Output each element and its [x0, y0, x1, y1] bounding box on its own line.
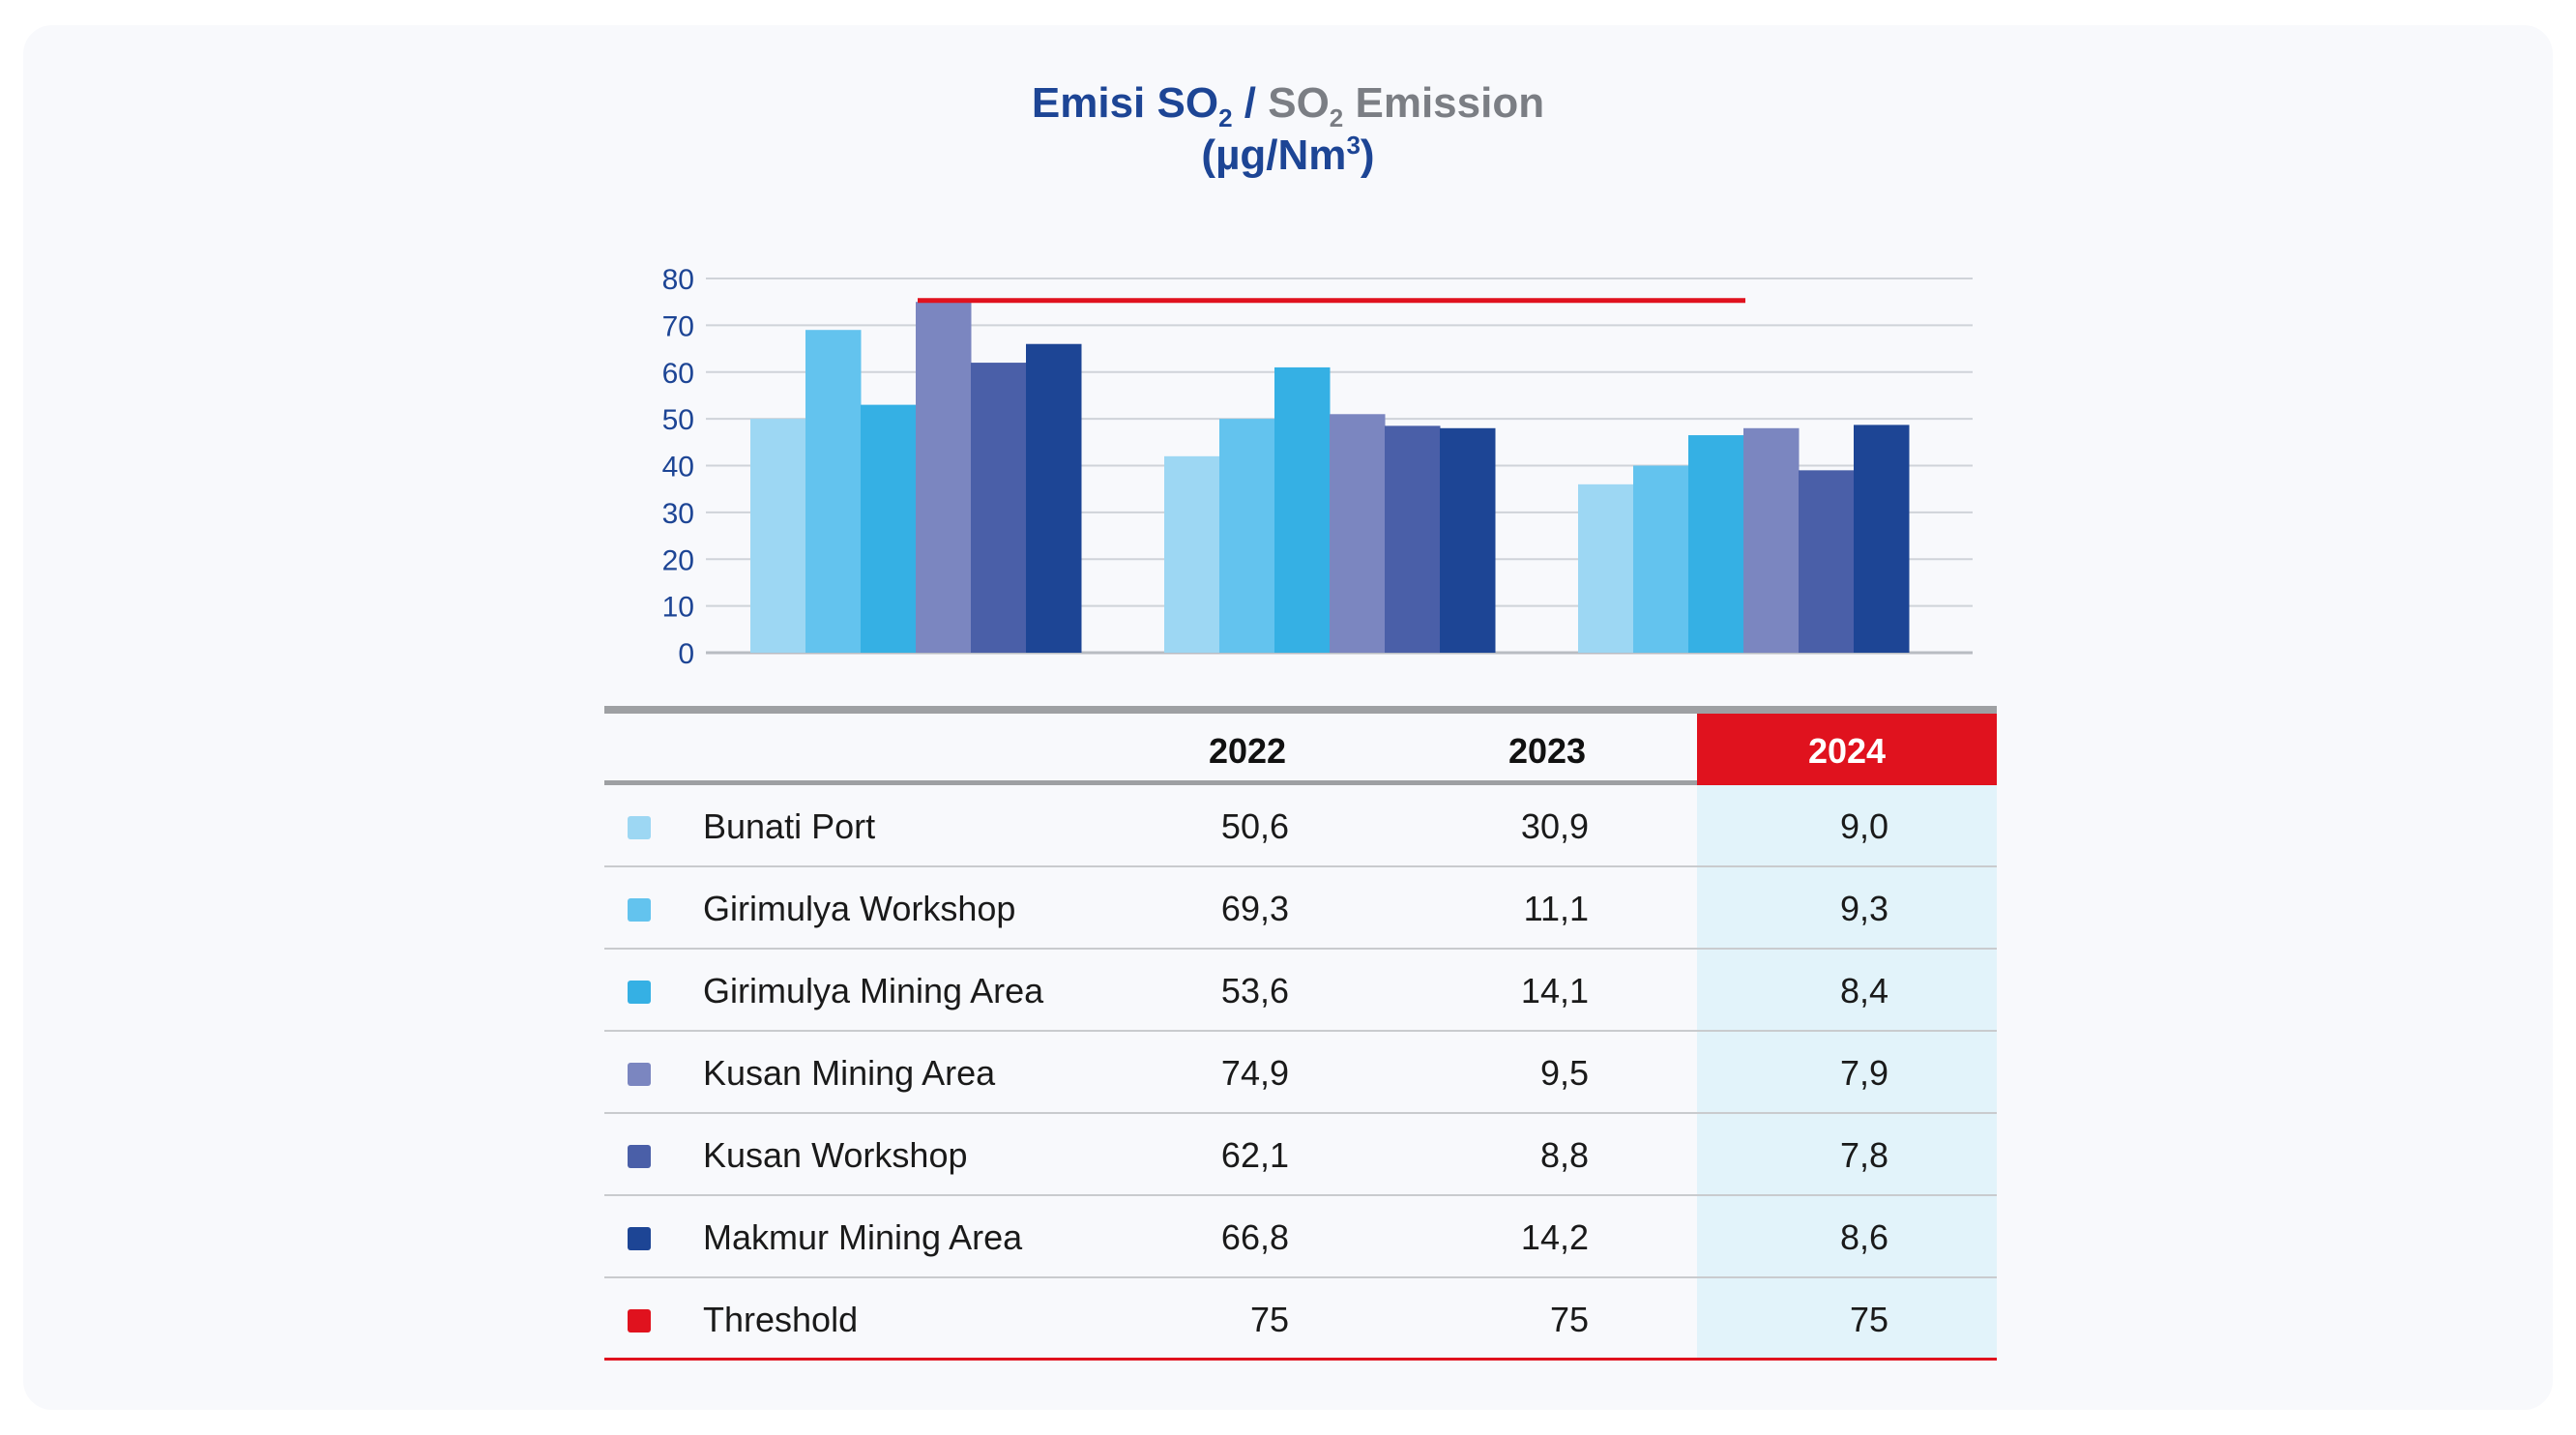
row-label: Kusan Mining Area [703, 1053, 996, 1093]
bar [1164, 455, 1220, 653]
cell-value-2024: 8,4 [1839, 971, 1888, 1010]
bar [1633, 465, 1689, 653]
table-row: Kusan Mining Area 74,9 9,5 7,9 [604, 1032, 1997, 1114]
table-row: Girimulya Mining Area 53,6 14,1 8,4 [604, 950, 1997, 1032]
cell-value-2023: 9,5 [1539, 1053, 1589, 1093]
cell-value-2022: 50,6 [1220, 806, 1289, 846]
cell-value-2024: 7,9 [1839, 1053, 1888, 1093]
row-label: Threshold [703, 1300, 859, 1339]
bar [1854, 425, 1910, 653]
y-tick-label: 80 [662, 264, 694, 296]
table-row: Makmur Mining Area 66,8 14,2 8,6 [604, 1196, 1997, 1278]
cell-value-2023: 11,1 [1523, 889, 1589, 928]
cell-value-2024: 75 [1849, 1300, 1888, 1339]
row-label: Makmur Mining Area [703, 1217, 1023, 1257]
title-en-subscript: 2 [1329, 103, 1344, 132]
cell-value-2022: 74,9 [1220, 1053, 1289, 1093]
chart-card [23, 25, 2553, 1410]
bar [1385, 425, 1441, 653]
bar [1799, 470, 1855, 653]
bar [1578, 483, 1634, 653]
row-label: Bunati Port [703, 806, 876, 846]
legend-swatch [628, 816, 651, 839]
legend-swatch [628, 898, 651, 922]
chart-unit: (µg/Nm3) [0, 130, 2576, 182]
cell-value-2024: 9,0 [1839, 806, 1888, 846]
row-label: Girimulya Mining Area [703, 971, 1044, 1010]
bar [861, 404, 917, 653]
title-en-prefix: SO [1268, 79, 1330, 127]
cell-value-2023: 75 [1549, 1300, 1589, 1339]
data-table: 2022 2023 2024 Bunati Port 50,6 30,9 9,0 Gir… [604, 706, 1997, 1361]
y-tick-label: 70 [662, 310, 694, 342]
cell-value-2024: 9,3 [1839, 889, 1888, 928]
bar [1743, 427, 1800, 653]
header-2022: 2022 [1208, 731, 1287, 771]
y-tick-label: 60 [662, 358, 694, 390]
cell-value-2022: 53,6 [1220, 971, 1289, 1010]
legend-swatch [628, 1309, 651, 1332]
legend-swatch [628, 1227, 651, 1250]
bar [1274, 366, 1331, 653]
table-row: Girimulya Workshop 69,3 11,1 9,3 [604, 867, 1997, 950]
table-header: 2022 2023 2024 [604, 706, 1997, 785]
title-id-subscript: 2 [1218, 103, 1233, 132]
cell-value-2022: 75 [1249, 1300, 1289, 1339]
cell-value-2023: 14,2 [1520, 1217, 1589, 1257]
table-row: Bunati Port 50,6 30,9 9,0 [604, 785, 1997, 867]
bar [916, 302, 972, 653]
cell-value-2022: 62,1 [1220, 1135, 1289, 1175]
legend-swatch [628, 1063, 651, 1086]
cell-value-2022: 69,3 [1220, 889, 1289, 928]
highlight-column-2024 [1697, 785, 1997, 1361]
cell-value-2024: 7,8 [1839, 1135, 1888, 1175]
bar [750, 419, 806, 653]
y-tick-label: 0 [678, 638, 694, 670]
bar [1440, 427, 1496, 653]
bar [1219, 419, 1275, 653]
title-id-prefix: Emisi SO [1031, 79, 1219, 127]
table-row: Threshold 75 75 75 [604, 1278, 1997, 1361]
cell-value-2023: 14,1 [1520, 971, 1589, 1010]
row-label: Kusan Workshop [703, 1135, 968, 1175]
unit-superscript: 3 [1346, 131, 1361, 160]
y-tick-label: 40 [662, 452, 694, 483]
header-2024: 2024 [1697, 714, 1997, 785]
unit-close: ) [1360, 132, 1375, 179]
header-2023: 2023 [1508, 731, 1587, 771]
legend-swatch [628, 981, 651, 1004]
title-en-suffix: Emission [1343, 79, 1545, 127]
table-body: Bunati Port 50,6 30,9 9,0 Girimulya Workshop… [604, 785, 1997, 1361]
cell-value-2022: 66,8 [1220, 1217, 1289, 1257]
cell-value-2023: 8,8 [1539, 1135, 1589, 1175]
cell-value-2023: 30,9 [1520, 806, 1589, 846]
row-label: Girimulya Workshop [703, 889, 1016, 928]
bar [1330, 414, 1386, 653]
bar [1026, 343, 1082, 653]
legend-swatch [628, 1145, 651, 1168]
y-tick-label: 30 [662, 498, 694, 530]
bar-chart: 0 10 20 30 40 50 60 70 80 [662, 264, 1973, 670]
y-tick-label: 50 [662, 404, 694, 436]
title-separator: / [1232, 79, 1269, 127]
cell-value-2024: 8,6 [1839, 1217, 1888, 1257]
y-tick-label: 20 [662, 544, 694, 576]
bar [805, 330, 862, 653]
y-tick-label: 10 [662, 592, 694, 624]
table-row: Kusan Workshop 62,1 8,8 7,8 [604, 1114, 1997, 1196]
unit-open: (µg/Nm [1201, 132, 1347, 179]
bar [1688, 435, 1744, 653]
chart-title: Emisi SO2 / SO2 Emission (µg/Nm3) [0, 77, 2576, 182]
bar [971, 363, 1027, 653]
